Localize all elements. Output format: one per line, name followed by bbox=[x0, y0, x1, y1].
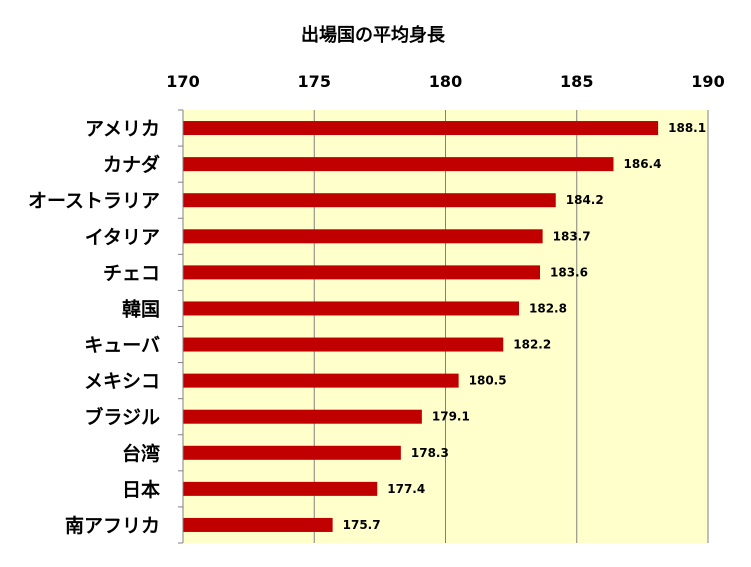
category-label: 南アフリカ bbox=[65, 515, 160, 537]
category-label: オーストラリア bbox=[28, 190, 160, 212]
category-label: メキシコ bbox=[84, 371, 160, 393]
category-label: キューバ bbox=[84, 335, 160, 357]
data-label: 175.7 bbox=[343, 518, 381, 532]
bar bbox=[183, 193, 556, 208]
bar bbox=[183, 373, 459, 388]
data-label: 180.5 bbox=[469, 374, 507, 388]
data-label: 182.2 bbox=[513, 338, 551, 352]
data-label: 188.1 bbox=[668, 121, 706, 135]
bar bbox=[183, 157, 614, 172]
data-label: 183.6 bbox=[550, 265, 588, 279]
category-label: 台湾 bbox=[122, 442, 160, 465]
bar bbox=[183, 121, 659, 136]
bar bbox=[183, 409, 422, 424]
bar bbox=[183, 229, 543, 244]
category-label: カナダ bbox=[103, 153, 160, 176]
x-tick-label: 175 bbox=[298, 72, 331, 91]
data-label: 179.1 bbox=[432, 410, 470, 424]
chart-title: 出場国の平均身長 bbox=[301, 24, 446, 46]
bar bbox=[183, 481, 378, 496]
bar bbox=[183, 265, 540, 280]
category-label: チェコ bbox=[103, 262, 160, 284]
bar bbox=[183, 517, 333, 532]
bar bbox=[183, 301, 519, 316]
bar bbox=[183, 337, 504, 352]
category-label: ブラジル bbox=[84, 406, 160, 429]
gridlines bbox=[313, 110, 709, 543]
bars bbox=[183, 121, 659, 532]
category-label: イタリア bbox=[85, 226, 160, 248]
category-label: アメリカ bbox=[85, 118, 160, 140]
x-tick-label: 185 bbox=[560, 72, 593, 91]
x-axis-ticks: 170 175 180 185 190 bbox=[166, 72, 724, 91]
x-tick-label: 180 bbox=[429, 72, 462, 91]
data-label: 182.8 bbox=[529, 301, 567, 315]
category-label: 韓国 bbox=[122, 297, 160, 320]
category-label: 日本 bbox=[122, 478, 160, 501]
bar bbox=[183, 445, 401, 460]
data-label: 186.4 bbox=[624, 157, 662, 171]
x-tick-label: 190 bbox=[691, 72, 724, 91]
data-label: 184.2 bbox=[566, 193, 604, 207]
x-tick-label: 170 bbox=[166, 72, 199, 91]
value-labels: 188.1 186.4 184.2 183.7 183.6 182.8 182.2 180.5… bbox=[343, 121, 706, 532]
category-labels: アメリカカナダオーストラリアイタリアチェコ韓国キューバメキシコブラジル台湾日本南… bbox=[28, 109, 183, 544]
data-label: 178.3 bbox=[411, 446, 449, 460]
data-label: 183.7 bbox=[553, 229, 591, 243]
data-label: 177.4 bbox=[387, 482, 425, 496]
